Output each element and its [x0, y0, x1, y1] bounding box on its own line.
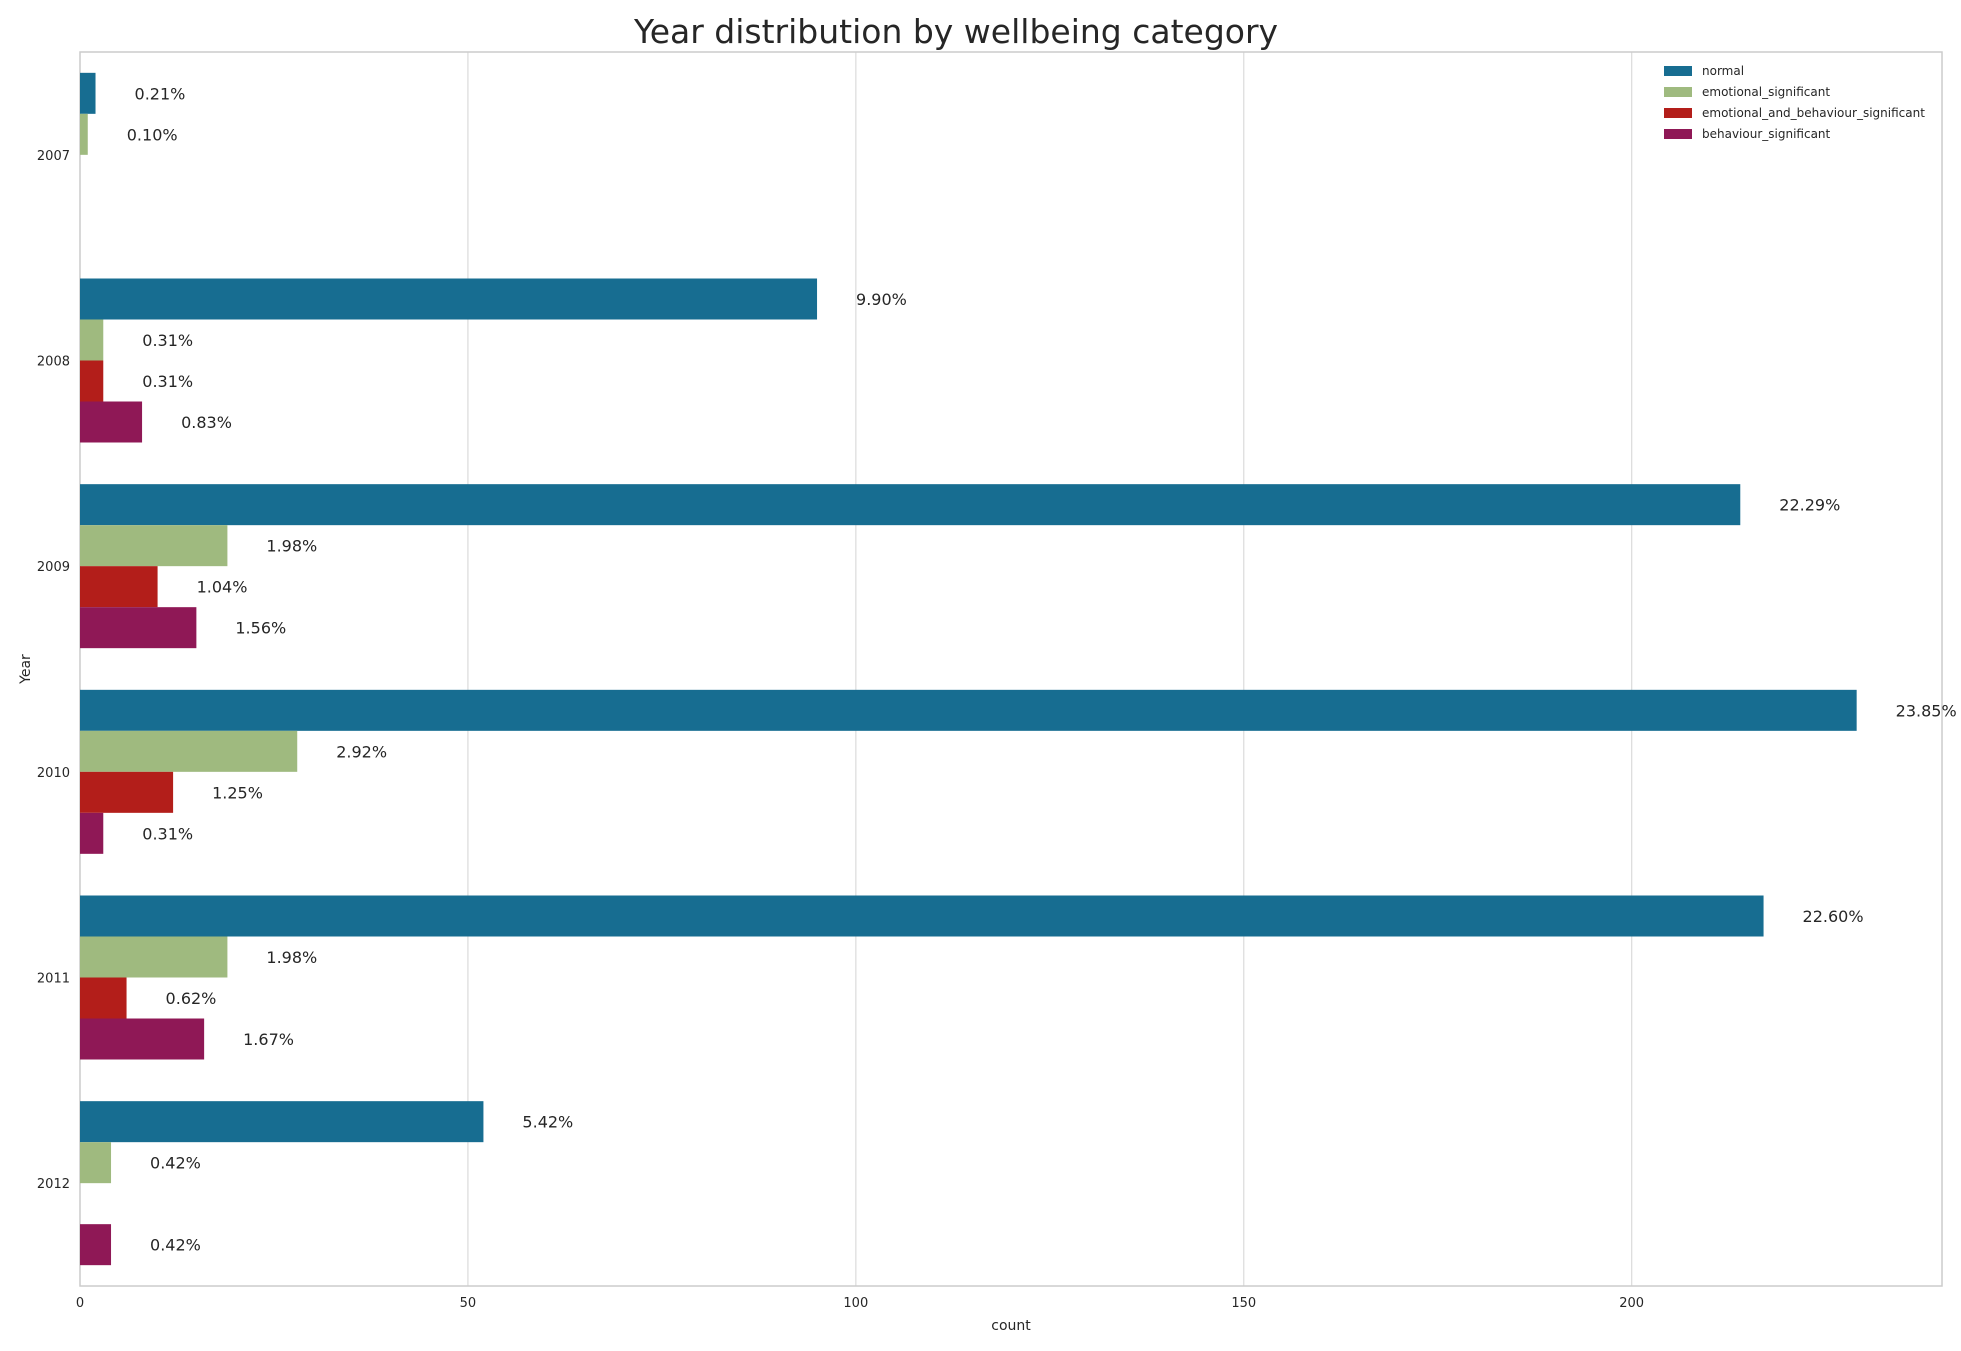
- data-label: 1.98%: [266, 537, 317, 556]
- bar: [80, 977, 127, 1019]
- data-label: 0.10%: [127, 125, 178, 144]
- y-tick-label: 2012: [37, 1177, 70, 1192]
- data-label: 0.83%: [181, 413, 232, 432]
- data-label: 0.42%: [150, 1154, 201, 1173]
- legend-swatch: [1664, 87, 1692, 97]
- data-label: 1.56%: [235, 619, 286, 638]
- legend-label: behaviour_significant: [1702, 127, 1831, 141]
- data-label: 2.92%: [336, 742, 387, 761]
- data-label: 0.21%: [135, 84, 186, 103]
- x-tick-label: 100: [843, 1296, 868, 1311]
- x-axis-label: count: [991, 1318, 1031, 1334]
- data-label: 0.62%: [166, 989, 217, 1008]
- bar: [80, 401, 143, 443]
- plot-frame: [79, 51, 1943, 1287]
- bar: [80, 812, 104, 854]
- bar: [80, 566, 158, 608]
- y-tick-labels: 2007 2008 2009 2010 2011 2012: [37, 149, 70, 1192]
- data-label: 1.04%: [197, 578, 248, 597]
- x-tick-labels: 0 50 100 150 200: [76, 1296, 1644, 1311]
- bar: [80, 895, 1764, 937]
- bar: [80, 936, 228, 978]
- data-label: 1.98%: [266, 948, 317, 967]
- bar: [80, 1101, 484, 1143]
- chart-title: Year distribution by wellbeing category: [633, 12, 1278, 51]
- bar: [80, 1224, 112, 1266]
- bar: [80, 1142, 112, 1184]
- bar: [80, 689, 1857, 731]
- x-tick-label: 0: [76, 1296, 84, 1311]
- legend-swatch: [1664, 129, 1692, 139]
- y-tick-label: 2011: [37, 972, 70, 987]
- grid-lines: [467, 52, 1633, 1286]
- y-tick-label: 2007: [37, 149, 70, 164]
- bar: [80, 771, 174, 813]
- data-label: 23.85%: [1896, 701, 1957, 720]
- data-label: 0.31%: [142, 372, 193, 391]
- legend: normal emotional_significant emotional_and…: [1664, 64, 1925, 141]
- bar: [80, 113, 88, 155]
- data-label: 0.31%: [142, 824, 193, 843]
- y-tick-label: 2008: [37, 355, 70, 370]
- bar: [80, 484, 1741, 526]
- bar: [80, 278, 818, 320]
- data-label: 22.60%: [1803, 907, 1864, 926]
- bar: [80, 525, 228, 567]
- bars: [80, 72, 1857, 1266]
- legend-swatch: [1664, 66, 1692, 76]
- legend-label: emotional_and_behaviour_significant: [1702, 106, 1925, 120]
- data-label: 0.42%: [150, 1236, 201, 1255]
- bar: [80, 607, 197, 649]
- data-label: 9.90%: [856, 290, 907, 309]
- legend-swatch: [1664, 108, 1692, 118]
- bar: [80, 360, 104, 402]
- x-tick-label: 50: [460, 1296, 477, 1311]
- y-tick-label: 2009: [37, 560, 70, 575]
- bar: [80, 730, 298, 772]
- y-axis-label: Year: [18, 654, 34, 685]
- x-tick-label: 150: [1231, 1296, 1256, 1311]
- bar: [80, 72, 96, 114]
- data-label: 22.29%: [1779, 496, 1840, 515]
- legend-label: normal: [1702, 64, 1744, 78]
- data-label: 5.42%: [522, 1113, 573, 1132]
- x-tick-label: 200: [1619, 1296, 1644, 1311]
- data-label: 1.25%: [212, 783, 263, 802]
- legend-label: emotional_significant: [1702, 85, 1830, 99]
- data-label: 1.67%: [243, 1030, 294, 1049]
- data-labels: 0.21% 0.10% 9.90% 0.31% 0.31% 0.83% 22.29% 1.98…: [127, 84, 1957, 1254]
- bar: [80, 319, 104, 361]
- y-tick-label: 2010: [37, 766, 70, 781]
- bar: [80, 1018, 205, 1060]
- data-label: 0.31%: [142, 331, 193, 350]
